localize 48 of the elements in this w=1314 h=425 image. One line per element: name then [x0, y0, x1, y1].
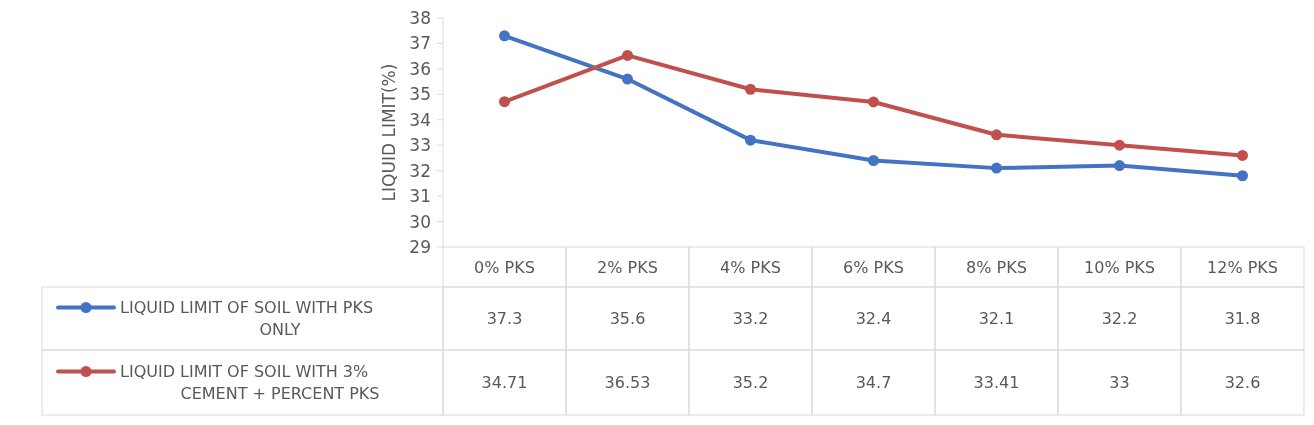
data-label: 32.6 [1224, 373, 1261, 393]
x-tick-label: 0% PKS [474, 257, 535, 277]
data-label: 33.2 [732, 309, 769, 329]
x-tick-label: 4% PKS [720, 257, 781, 277]
x-tick-label: 12% PKS [1207, 257, 1278, 277]
point [745, 134, 756, 146]
y-tick-label: 29 [409, 236, 431, 257]
data-label: 33 [1109, 373, 1130, 393]
data-label: 32.4 [855, 309, 892, 329]
point [1114, 160, 1125, 172]
data-label: 37.3 [486, 309, 523, 329]
data-label: 31.8 [1224, 309, 1261, 329]
point [622, 49, 633, 61]
y-tick-label: 30 [409, 211, 431, 232]
point [1237, 149, 1248, 161]
legend-label: LIQUID LIMIT OF SOIL WITH 3% CEMENT + PERCENT PKS [120, 362, 380, 404]
y-tick-label: 38 [409, 7, 431, 28]
data-label: 34.7 [855, 373, 892, 393]
y-tick-label: 35 [409, 84, 431, 105]
data-label: 32.2 [1101, 309, 1138, 329]
y-tick-label: 31 [409, 186, 431, 207]
point [499, 30, 510, 42]
data-label: 34.71 [481, 373, 528, 393]
y-tick-label: 33 [409, 135, 431, 156]
point [745, 83, 756, 95]
y-tick-label: 37 [409, 33, 431, 54]
y-axis-title: LIQUID LIMIT(%) [379, 63, 399, 202]
point [868, 154, 879, 166]
data-label: 36.53 [604, 373, 651, 393]
data-label: 35.2 [732, 373, 769, 393]
data-label: 32.1 [978, 309, 1015, 329]
y-tick-label: 32 [409, 160, 431, 181]
x-tick-label: 10% PKS [1084, 257, 1155, 277]
point [499, 96, 510, 108]
data-label: 35.6 [609, 309, 646, 329]
data-label: 33.41 [973, 373, 1020, 393]
legend-label: LIQUID LIMIT OF SOIL WITH PKS ONLY [120, 298, 374, 340]
point [622, 73, 633, 85]
point [991, 129, 1002, 141]
x-tick-label: 2% PKS [597, 257, 658, 277]
point [1114, 139, 1125, 151]
y-tick-label: 36 [409, 58, 431, 79]
y-tick-label: 34 [409, 109, 431, 130]
point [868, 96, 879, 108]
point [991, 162, 1002, 174]
x-tick-label: 8% PKS [966, 257, 1027, 277]
x-tick-label: 6% PKS [843, 257, 904, 277]
point [1237, 170, 1248, 182]
